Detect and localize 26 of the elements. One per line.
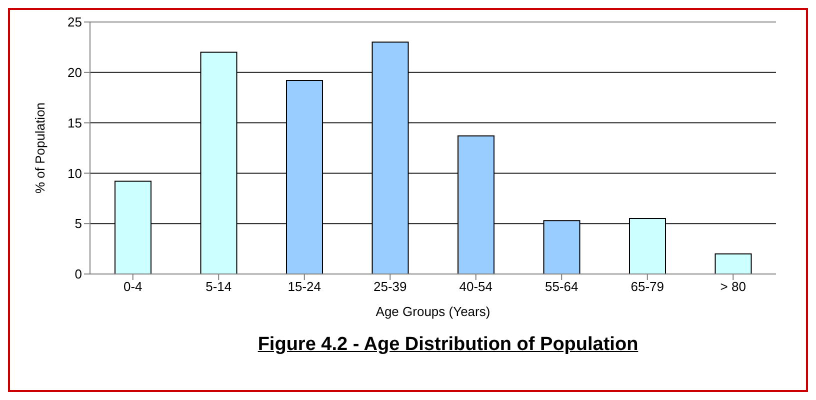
x-tick-label: 15-24 bbox=[288, 279, 321, 294]
y-tick-label: 5 bbox=[74, 216, 82, 232]
y-tick-label: 25 bbox=[68, 14, 82, 30]
bar bbox=[629, 218, 666, 274]
y-tick-label: 0 bbox=[74, 266, 82, 282]
x-tick-label: 65-79 bbox=[630, 279, 664, 294]
bar bbox=[543, 220, 580, 274]
bar bbox=[200, 52, 238, 274]
bar bbox=[372, 42, 409, 274]
x-tick-label: 55-64 bbox=[545, 279, 578, 294]
y-tick-label: 20 bbox=[68, 65, 82, 80]
bar bbox=[714, 253, 752, 274]
x-tick-label: 25-39 bbox=[374, 279, 407, 294]
bar bbox=[114, 180, 152, 274]
bar bbox=[458, 135, 494, 274]
x-tick-label: 0-4 bbox=[123, 279, 142, 294]
bar bbox=[286, 80, 323, 274]
x-tick-label: > 80 bbox=[720, 279, 746, 294]
frame-border: 0-4 5-14 15-24 25-39 40-54 55-64 65-79 > 80 Age Groups (Years) 0 5 10 15 20 25 % of Population Figure 4.2 - Age Distribution of Population bbox=[8, 8, 808, 392]
y-axis-title: % of Population bbox=[32, 102, 48, 194]
y-tick-label: 15 bbox=[68, 115, 82, 130]
x-axis-title: Age Groups (Years) bbox=[376, 304, 490, 319]
x-tick-label: 5-14 bbox=[206, 279, 232, 294]
x-tick-label: 40-54 bbox=[459, 279, 492, 294]
y-tick-label: 10 bbox=[68, 166, 82, 181]
text: Figure 4.2 - Age Distribution of Population bbox=[256, 334, 640, 356]
